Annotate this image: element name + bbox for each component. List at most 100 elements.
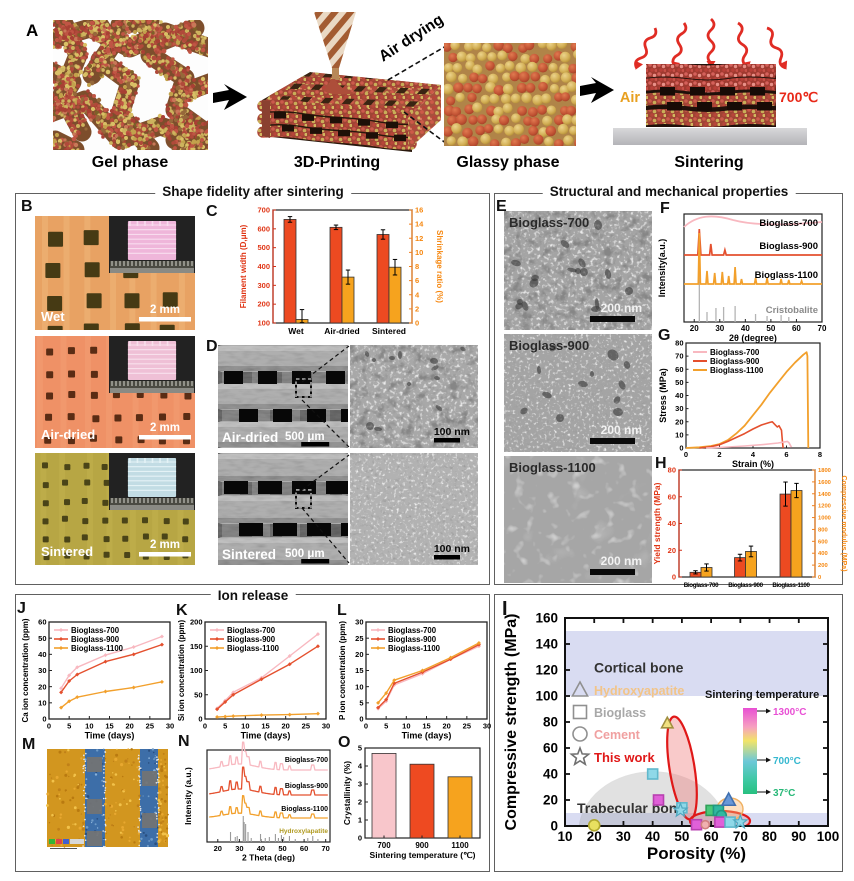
svg-text:60: 60 (300, 844, 308, 853)
svg-text:20: 20 (675, 417, 683, 426)
svg-text:30: 30 (616, 829, 631, 844)
svg-text:Hydroxylapatite: Hydroxylapatite (279, 828, 328, 835)
svg-text:Intensity(a.u.): Intensity(a.u.) (657, 239, 667, 298)
svg-text:5: 5 (223, 722, 227, 731)
svg-text:Bioglass-700: Bioglass-700 (710, 348, 760, 357)
svg-text:160: 160 (535, 611, 558, 626)
svg-text:600: 600 (818, 539, 828, 545)
svg-text:40: 40 (741, 324, 750, 333)
svg-text:Sintering: Sintering (674, 154, 743, 171)
svg-text:Air-dried: Air-dried (324, 326, 359, 336)
svg-text:Bioglass-900: Bioglass-900 (509, 338, 589, 353)
svg-text:150: 150 (190, 642, 203, 651)
svg-text:0: 0 (672, 573, 676, 582)
svg-text:Sintering temperature: Sintering temperature (705, 689, 819, 701)
svg-text:Filament width (D,μm): Filament width (D,μm) (239, 224, 248, 308)
svg-text:30: 30 (235, 844, 243, 853)
svg-text:Bioglass-1100: Bioglass-1100 (710, 366, 764, 375)
svg-text:Air-dried: Air-dried (222, 430, 278, 445)
svg-text:50: 50 (675, 378, 683, 387)
svg-text:30: 30 (715, 324, 724, 333)
svg-text:0: 0 (684, 450, 688, 459)
svg-text:40: 40 (257, 844, 265, 853)
svg-text:200: 200 (190, 618, 203, 627)
svg-text:Cristobalite: Cristobalite (766, 305, 818, 316)
svg-text:Crystallinity (%): Crystallinity (%) (342, 761, 352, 825)
svg-text:20: 20 (690, 324, 699, 333)
svg-text:Bioglass-700: Bioglass-700 (759, 218, 818, 229)
svg-text:Bioglass-900: Bioglass-900 (227, 635, 276, 644)
svg-text:Bioglass-900: Bioglass-900 (728, 582, 763, 589)
svg-text:Stress (MPa): Stress (MPa) (658, 368, 668, 423)
svg-text:800: 800 (818, 527, 828, 533)
svg-text:20: 20 (543, 793, 558, 808)
svg-text:Trabecular bone: Trabecular bone (577, 800, 685, 816)
svg-text:Yield strength (MPa): Yield strength (MPa) (652, 482, 662, 564)
svg-text:Bioglass-900: Bioglass-900 (388, 635, 437, 644)
svg-text:2 mm: 2 mm (150, 422, 180, 434)
svg-text:10: 10 (241, 722, 249, 731)
svg-text:120: 120 (535, 663, 558, 678)
svg-text:30: 30 (38, 666, 46, 675)
svg-text:200: 200 (257, 300, 270, 309)
svg-text:Bioglass: Bioglass (594, 706, 646, 720)
svg-text:Bioglass-1100: Bioglass-1100 (227, 644, 280, 653)
svg-text:100: 100 (535, 689, 558, 704)
svg-text:Bioglass-700: Bioglass-700 (285, 757, 328, 764)
svg-text:2 Theta (deg): 2 Theta (deg) (242, 853, 295, 863)
svg-text:Cortical bone: Cortical bone (594, 659, 684, 675)
svg-text:30: 30 (675, 404, 683, 413)
svg-text:600: 600 (257, 224, 270, 233)
svg-text:Air: Air (620, 90, 641, 106)
svg-text:0: 0 (198, 715, 202, 724)
svg-text:60: 60 (38, 618, 46, 627)
svg-text:Gel phase: Gel phase (92, 154, 169, 171)
svg-text:0: 0 (364, 722, 368, 731)
svg-text:10: 10 (402, 722, 410, 731)
svg-text:4: 4 (415, 290, 420, 299)
svg-text:500: 500 (257, 243, 270, 252)
svg-text:300: 300 (257, 281, 270, 290)
svg-text:8: 8 (818, 450, 822, 459)
svg-text:70: 70 (322, 844, 330, 853)
svg-text:70: 70 (675, 352, 683, 361)
svg-text:1300°C: 1300°C (773, 707, 806, 718)
svg-text:Bioglass-1100: Bioglass-1100 (281, 806, 328, 813)
svg-text:15: 15 (422, 722, 430, 731)
svg-text:40: 40 (675, 391, 683, 400)
svg-text:30: 30 (355, 618, 363, 627)
svg-text:Bioglass-900: Bioglass-900 (710, 357, 760, 366)
svg-text:6: 6 (784, 450, 788, 459)
svg-text:Hydroxyapatite: Hydroxyapatite (594, 684, 684, 698)
svg-text:Bioglass-1100: Bioglass-1100 (755, 270, 818, 281)
svg-text:37°C: 37°C (773, 788, 795, 799)
svg-text:40: 40 (543, 767, 558, 782)
svg-text:0: 0 (415, 319, 419, 328)
svg-text:Time (days): Time (days) (241, 731, 291, 741)
svg-text:Bioglass-1100: Bioglass-1100 (772, 582, 810, 589)
svg-text:100: 100 (817, 829, 840, 844)
svg-text:80: 80 (675, 339, 683, 348)
svg-text:100 nm: 100 nm (434, 543, 470, 555)
svg-text:1: 1 (358, 816, 362, 825)
svg-text:50: 50 (766, 324, 775, 333)
svg-text:Sintering temperature (℃): Sintering temperature (℃) (370, 850, 476, 860)
svg-text:700: 700 (257, 206, 270, 215)
svg-text:5: 5 (67, 722, 71, 731)
svg-text:15: 15 (105, 722, 113, 731)
svg-text:1100: 1100 (451, 841, 469, 850)
svg-text:2: 2 (358, 798, 362, 807)
svg-text:P ion concentration (ppm): P ion concentration (ppm) (338, 621, 347, 720)
svg-text:400: 400 (257, 262, 270, 271)
svg-text:40: 40 (645, 829, 660, 844)
svg-text:60: 60 (704, 829, 719, 844)
svg-text:20: 20 (38, 682, 46, 691)
svg-text:12: 12 (415, 234, 423, 243)
svg-text:140: 140 (535, 637, 558, 652)
svg-text:90: 90 (791, 829, 806, 844)
svg-text:Intensity (a.u.): Intensity (a.u.) (183, 767, 193, 825)
svg-text:0: 0 (42, 715, 46, 724)
svg-text:200 nm: 200 nm (601, 301, 642, 315)
svg-text:0: 0 (818, 575, 821, 581)
svg-text:Bioglass-1100: Bioglass-1100 (509, 460, 596, 475)
